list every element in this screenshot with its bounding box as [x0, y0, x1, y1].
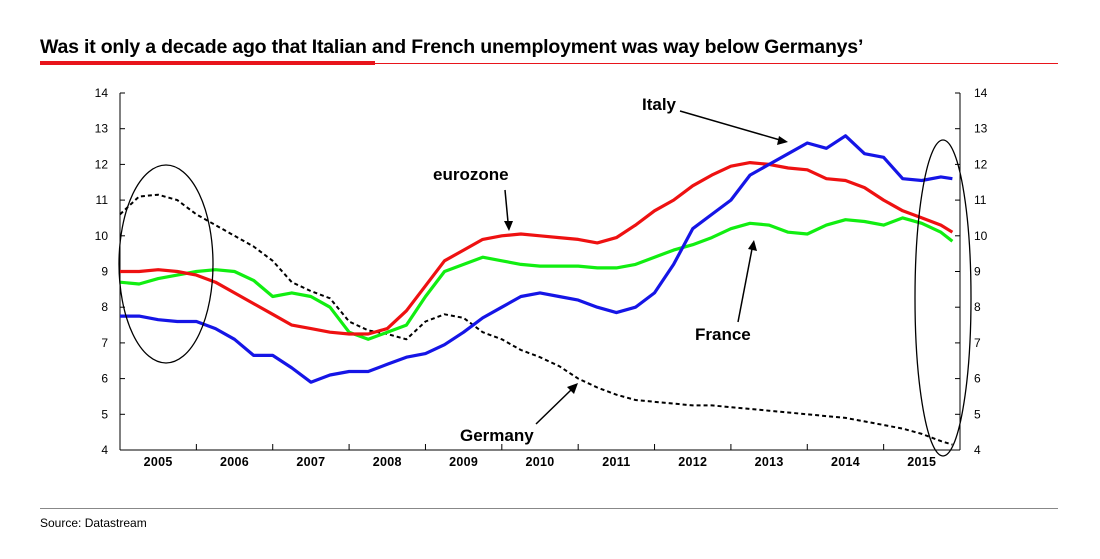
title-thin-rule: [375, 63, 1058, 64]
arrow-france: [737, 248, 753, 323]
x-tick-label: 2008: [373, 455, 402, 469]
y-tick-label-left: 9: [101, 265, 108, 279]
x-tick-label: 2012: [678, 455, 707, 469]
y-tick-label-left: 5: [101, 407, 108, 421]
x-tick-label: 2010: [525, 455, 554, 469]
y-tick-label-left: 11: [96, 193, 109, 207]
x-tick-label: 2006: [220, 455, 249, 469]
arrowhead-italy: [777, 136, 788, 145]
source-note: Source: Datastream: [40, 516, 147, 530]
label-germany: Germany: [460, 426, 534, 445]
series-layer: [119, 134, 954, 446]
y-tick-label-left: 13: [95, 122, 109, 136]
arrowhead-eurozone: [504, 221, 513, 231]
x-tick-label: 2009: [449, 455, 478, 469]
arrow-italy: [679, 110, 781, 141]
arrow-germany: [535, 389, 572, 425]
y-tick-label-right: 7: [974, 336, 981, 350]
arrowhead-france: [748, 240, 757, 251]
y-tick-label-left: 6: [101, 372, 108, 386]
highlight-ellipse-2015: [914, 139, 972, 457]
y-tick-label-left: 4: [101, 443, 108, 457]
x-tick-label: 2013: [755, 455, 784, 469]
y-tick-label-left: 14: [95, 86, 109, 100]
y-tick-label-right: 6: [974, 372, 981, 386]
x-tick-label: 2005: [144, 455, 173, 469]
y-tick-label-right: 5: [974, 407, 981, 421]
x-tick-label: 2011: [602, 455, 630, 469]
x-tick-label: 2014: [831, 455, 860, 469]
series-line-italy: [120, 134, 953, 384]
footer-rule: [40, 508, 1058, 509]
y-tick-label-right: 13: [974, 122, 988, 136]
series-line-france: [119, 216, 954, 341]
series-line-germany: [119, 193, 953, 446]
y-tick-label-left: 12: [95, 157, 109, 171]
y-tick-label-right: 9: [974, 265, 981, 279]
y-tick-label-right: 14: [974, 86, 988, 100]
arrow-eurozone: [504, 189, 509, 223]
arrowhead-germany: [567, 383, 578, 394]
x-tick-label: 2007: [296, 455, 325, 469]
y-tick-label-left: 7: [101, 336, 108, 350]
chart-axes: 4 4 5 5 6 6 7 7 8 8 9 9 10 10 11 11 12 12 13 13 14 14 2005 2006…: [95, 86, 988, 469]
y-tick-label-right: 4: [974, 443, 981, 457]
x-tick-label: 2015: [907, 455, 936, 469]
y-tick-label-left: 8: [101, 300, 108, 314]
y-tick-label-right: 11: [974, 193, 987, 207]
title-accent-rule: [40, 61, 375, 65]
highlight-ellipse-2005: [118, 164, 214, 364]
y-tick-label-right: 12: [974, 157, 988, 171]
y-tick-label-right: 8: [974, 300, 981, 314]
unemployment-line-chart: 4 4 5 5 6 6 7 7 8 8 9 9 10 10 11 11 12 12 13 13 14 14 2005 2006…: [95, 86, 988, 469]
series-line-eurozone: [120, 161, 954, 336]
y-tick-label-right: 10: [974, 229, 988, 243]
chart-title: Was it only a decade ago that Italian an…: [40, 36, 864, 58]
label-france: France: [695, 325, 751, 344]
label-eurozone: eurozone: [433, 165, 509, 184]
label-italy: Italy: [642, 95, 677, 114]
y-tick-label-left: 10: [95, 229, 109, 243]
annotation-layer: Italy eurozone France Germany: [118, 95, 972, 457]
